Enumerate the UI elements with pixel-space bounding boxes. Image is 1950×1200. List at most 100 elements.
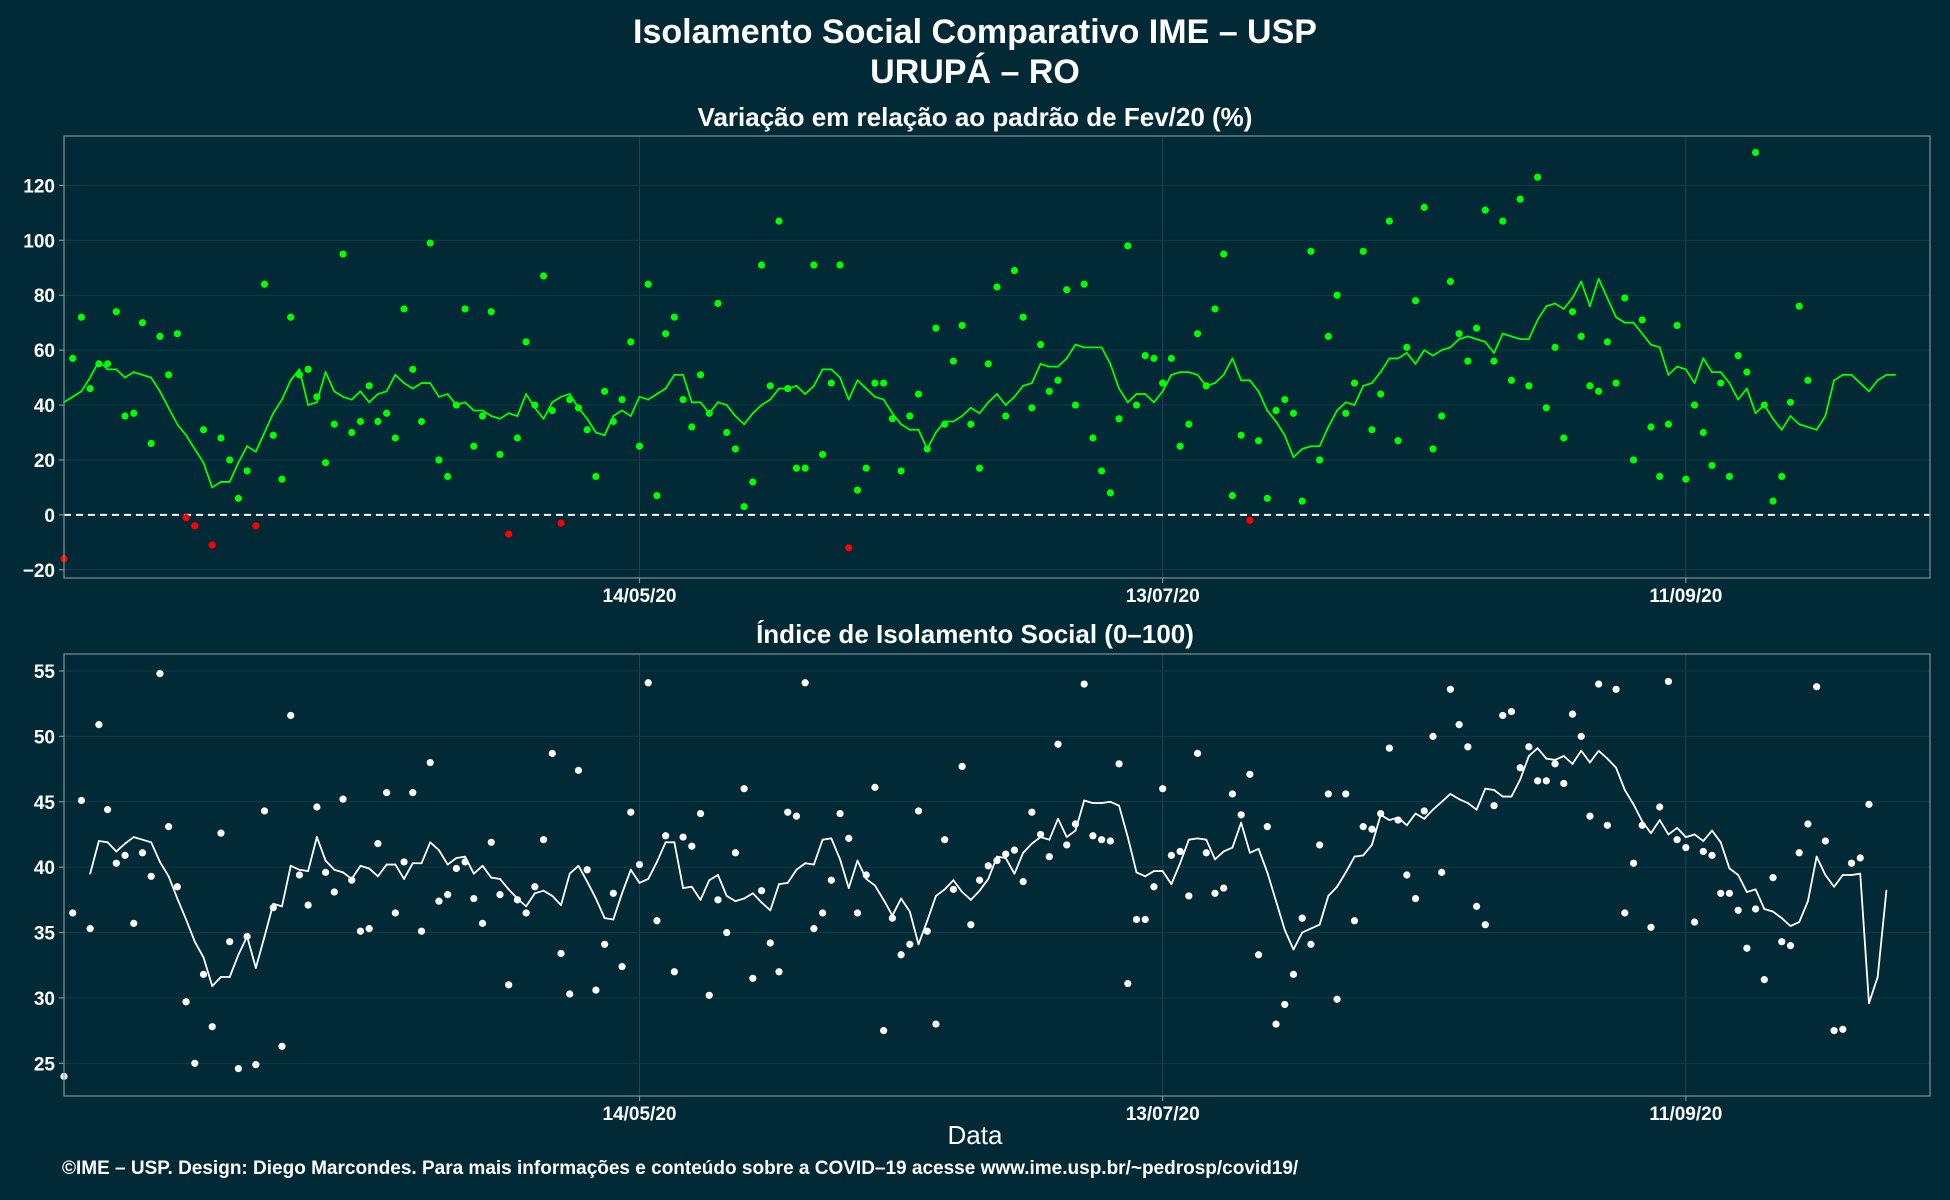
panel-1-data-point (138, 319, 147, 327)
panel-1-moving-average-segment (1676, 365, 1687, 371)
panel-1-data-point (670, 313, 678, 321)
panel-1-moving-average-segment (1013, 384, 1025, 398)
panel-1-moving-average-segment (847, 379, 859, 401)
panel-2-data-point (984, 862, 992, 870)
panel-2-moving-average-segment (656, 841, 667, 863)
panel-2-moving-average-segment (1859, 872, 1870, 1005)
panel-2-data-point (208, 1023, 216, 1031)
panel-1-data-point (1481, 206, 1489, 214)
panel-1-data-point (949, 357, 958, 365)
panel-2-moving-average-segment (1257, 847, 1269, 874)
panel-1-data-point (217, 434, 225, 442)
panel-2-data-point (531, 883, 539, 891)
panel-2-moving-average-segment (795, 862, 807, 871)
panel-1-data-point (199, 426, 208, 434)
panel-1-data-point (1464, 357, 1472, 365)
panel-1-data-point (548, 406, 556, 415)
panel-1-moving-average-segment (1405, 351, 1417, 365)
panel-2-data-point (566, 990, 574, 998)
panel-2-data-point (1098, 836, 1106, 844)
panel-2-moving-average-segment (1876, 889, 1888, 978)
panel-2-moving-average-segment (490, 876, 501, 880)
panel-1-data-point (1568, 308, 1577, 316)
panel-2-data-point (1682, 843, 1690, 852)
panel-2-moving-average-segment (717, 874, 728, 897)
panel-2-data-point (156, 670, 164, 678)
panel-1-moving-average-segment (1789, 415, 1801, 426)
panel-2-moving-average-segment (926, 895, 937, 922)
panel-1-moving-average-segment (586, 417, 597, 434)
panel-2-moving-average-segment (228, 953, 240, 978)
panel-2-moving-average-segment (1039, 836, 1051, 841)
panel-2-data-point (757, 887, 766, 895)
panel-1-data-point (374, 417, 382, 426)
panel-2-moving-average-segment (1022, 842, 1033, 854)
panel-2-moving-average-segment (1737, 874, 1748, 893)
panel-1-moving-average-segment (1301, 445, 1312, 450)
panel-1-moving-average-segment (743, 412, 754, 426)
panel-2-moving-average-segment (185, 918, 196, 943)
panel-1-data-point (749, 478, 757, 486)
panel-2-moving-average-segment (1745, 888, 1757, 893)
panel-1-data-point (740, 503, 748, 511)
panel-1-data-point (1612, 379, 1620, 387)
panel-2-moving-average-segment (560, 872, 571, 906)
panel-1-data-point (1629, 456, 1638, 464)
panel-1-data-point (182, 514, 190, 522)
panel-2-data-point (1603, 821, 1611, 829)
panel-1-moving-average-segment (1292, 448, 1304, 459)
panel-2-data-point (801, 679, 809, 687)
panel-2-data-point (112, 859, 120, 867)
panel-1-data-point (252, 522, 260, 530)
panel-2-data-point (941, 836, 949, 844)
panel-1-data-point (618, 395, 626, 404)
panel-2-data-point (906, 940, 914, 948)
panel-1-moving-average-segment (1693, 357, 1705, 384)
panel-2-data-point (470, 894, 478, 903)
panel-1-moving-average-segment (891, 412, 902, 426)
panel-2-moving-average-segment (272, 902, 283, 908)
panel-1-moving-average-segment (1170, 371, 1182, 376)
panel-1-y-tick-label: 120 (23, 176, 55, 197)
panel-1-moving-average-segment (211, 481, 222, 489)
panel-1-moving-average-segment (1449, 338, 1461, 349)
panel-2-data-point (1577, 732, 1585, 740)
panel-1-moving-average-segment (603, 415, 615, 437)
panel-2-data-point (880, 1027, 888, 1035)
panel-1-moving-average-segment (996, 393, 1007, 406)
panel-1-moving-average-segment (882, 398, 894, 415)
panel-2-data-point (1455, 721, 1463, 729)
panel-1-moving-average-segment (1318, 426, 1330, 448)
panel-2-moving-average-segment (1432, 800, 1443, 811)
panel-2-data-point (121, 851, 129, 859)
panel-1-moving-average-segment (917, 428, 929, 450)
panel-2-moving-average-segment (1719, 841, 1731, 870)
panel-2-moving-average-segment (621, 868, 632, 895)
panel-2-moving-average-segment (193, 940, 205, 959)
panel-1-data-point (1708, 461, 1716, 470)
panel-1-moving-average-segment (621, 409, 632, 417)
panel-1-data-point (1420, 203, 1428, 211)
panel-2-data-point (1080, 680, 1088, 688)
panel-2-moving-average-segment (1379, 813, 1391, 821)
panel-2-data-point (548, 749, 556, 757)
panel-1-data-point (1254, 437, 1263, 445)
panel-2-data-point (1411, 894, 1420, 903)
panel-1-moving-average-segment (1196, 373, 1208, 387)
panel-1-moving-average-segment (725, 404, 737, 417)
panel-1-moving-average-segment (594, 431, 606, 437)
panel-1-moving-average-segment (350, 390, 362, 401)
panel-1-moving-average-segment (359, 390, 371, 404)
panel-1-moving-average-segment (507, 412, 519, 417)
panel-2-moving-average-segment (1144, 870, 1155, 878)
panel-2-moving-average-segment (1336, 871, 1347, 888)
panel-1-moving-average-segment (1824, 379, 1835, 417)
panel-1-data-point (723, 428, 731, 437)
panel-2-data-point (932, 1020, 940, 1028)
panel-2-moving-average-segment (429, 841, 440, 852)
panel-2-data-point (897, 951, 905, 959)
panel-1-data-point (1263, 494, 1271, 502)
panel-1-data-point (1211, 305, 1219, 313)
panel-1-data-point (391, 434, 399, 442)
panel-2-moving-average-segment (333, 868, 344, 874)
